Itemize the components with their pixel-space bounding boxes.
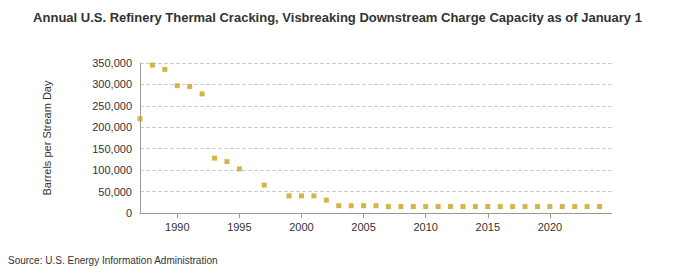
svg-text:200,000: 200,000: [92, 121, 132, 133]
svg-text:1995: 1995: [227, 221, 251, 233]
svg-text:Barrels per Stream Day: Barrels per Stream Day: [41, 80, 53, 195]
svg-text:0: 0: [126, 207, 132, 219]
svg-text:2000: 2000: [289, 221, 313, 233]
svg-text:150,000: 150,000: [92, 143, 132, 155]
svg-text:2005: 2005: [351, 221, 375, 233]
svg-text:300,000: 300,000: [92, 78, 132, 90]
svg-text:350,000: 350,000: [92, 57, 132, 69]
svg-text:Annual U.S. Refinery Thermal C: Annual U.S. Refinery Thermal Cracking, V…: [33, 10, 642, 25]
svg-text:100,000: 100,000: [92, 164, 132, 176]
svg-text:Source: U.S. Energy Informatio: Source: U.S. Energy Information Administ…: [8, 255, 218, 266]
svg-text:2020: 2020: [538, 221, 562, 233]
svg-text:250,000: 250,000: [92, 100, 132, 112]
svg-text:2015: 2015: [476, 221, 500, 233]
svg-text:50,000: 50,000: [98, 186, 132, 198]
svg-text:1990: 1990: [165, 221, 189, 233]
svg-text:2010: 2010: [413, 221, 437, 233]
